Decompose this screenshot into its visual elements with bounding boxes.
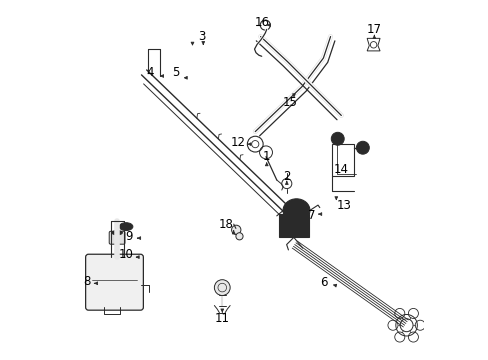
Text: 16: 16 <box>254 16 269 29</box>
Ellipse shape <box>119 223 133 230</box>
Circle shape <box>330 132 344 145</box>
Text: 2: 2 <box>283 170 290 183</box>
Ellipse shape <box>283 199 309 222</box>
Bar <box>332 144 353 176</box>
Text: 13: 13 <box>336 199 351 212</box>
Text: 4: 4 <box>146 66 154 79</box>
Text: 18: 18 <box>219 218 234 231</box>
Text: 11: 11 <box>214 311 229 325</box>
Text: 3: 3 <box>197 30 205 43</box>
Text: 15: 15 <box>283 96 297 109</box>
FancyBboxPatch shape <box>109 231 125 244</box>
Text: 9: 9 <box>125 230 133 243</box>
FancyBboxPatch shape <box>85 254 143 310</box>
Text: 5: 5 <box>172 66 179 79</box>
Circle shape <box>235 233 243 240</box>
Text: 6: 6 <box>319 276 326 289</box>
Text: 17: 17 <box>366 23 381 36</box>
Circle shape <box>214 280 230 296</box>
Bar <box>278 214 308 237</box>
Ellipse shape <box>111 230 122 235</box>
Text: 14: 14 <box>333 163 348 176</box>
Text: 8: 8 <box>83 275 90 288</box>
Text: 1: 1 <box>263 150 270 163</box>
Circle shape <box>231 225 241 234</box>
Circle shape <box>356 141 368 154</box>
Text: 12: 12 <box>230 136 245 149</box>
Text: 7: 7 <box>307 210 315 222</box>
Text: 10: 10 <box>119 248 133 261</box>
